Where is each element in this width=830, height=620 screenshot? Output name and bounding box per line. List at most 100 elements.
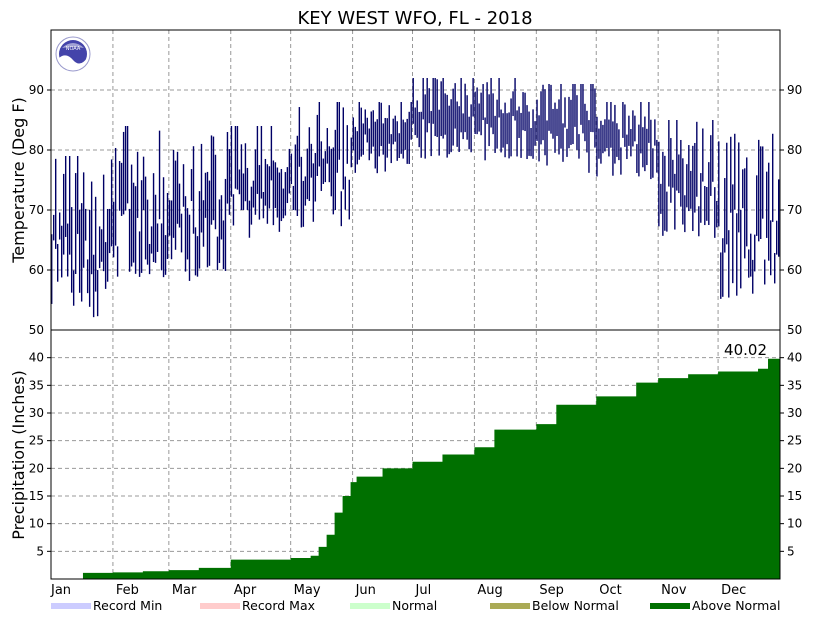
temperature-bar bbox=[596, 116, 598, 177]
temperature-bar bbox=[732, 184, 734, 284]
temperature-bar bbox=[292, 185, 295, 211]
temperature-bar bbox=[684, 195, 686, 233]
temperature-bar bbox=[760, 146, 762, 239]
temp-tick-label-right: 60 bbox=[787, 263, 802, 277]
legend-label: Above Normal bbox=[692, 598, 780, 613]
temperature-bar bbox=[548, 84, 550, 131]
temperature-bar bbox=[610, 102, 612, 148]
temp-tick-label-right: 90 bbox=[787, 83, 802, 97]
axis-ticks: 60 60 70 70 80 80 90 90 50 50 5 5 10 10 15 15 20 20 25 25 30… bbox=[29, 83, 803, 598]
temperature-bar bbox=[452, 88, 454, 146]
temperature-bar bbox=[280, 169, 283, 222]
temperature-bar bbox=[116, 246, 119, 277]
temperature-bar bbox=[290, 153, 293, 185]
temperature-bar bbox=[394, 115, 396, 142]
temperature-bar bbox=[710, 135, 712, 196]
temperature-bar bbox=[370, 111, 372, 154]
temperature-bar bbox=[218, 199, 221, 263]
temperature-bar bbox=[300, 156, 303, 228]
temperature-bar bbox=[180, 213, 183, 253]
temperature-bar bbox=[212, 136, 215, 221]
temperature-bar bbox=[296, 135, 299, 216]
temperature-bar bbox=[84, 208, 87, 241]
temperature-bar bbox=[506, 113, 508, 145]
temperature-bar bbox=[562, 123, 564, 162]
temperature-bar bbox=[76, 156, 79, 234]
temperature-bar bbox=[264, 158, 267, 206]
temperature-bar bbox=[604, 119, 606, 152]
temperature-bar bbox=[692, 145, 694, 232]
month-tick-label: Apr bbox=[234, 583, 257, 598]
temperature-bar bbox=[250, 186, 253, 225]
temperature-bar bbox=[520, 112, 522, 158]
temperature-bar bbox=[242, 173, 245, 210]
legend-swatch bbox=[490, 603, 530, 609]
temperature-bar bbox=[458, 106, 460, 152]
temperature-bar bbox=[686, 164, 688, 208]
temperature-bar bbox=[402, 119, 404, 159]
temperature-bar bbox=[404, 122, 406, 150]
month-tick-label: Sep bbox=[539, 583, 564, 598]
temperature-bar bbox=[600, 120, 602, 164]
temperature-bar bbox=[126, 126, 129, 204]
temperature-bar bbox=[480, 92, 482, 136]
precip-tick-label-left: 5 bbox=[36, 544, 44, 558]
temperature-bar bbox=[672, 159, 674, 188]
temperature-bar bbox=[598, 128, 600, 159]
temperature-bar bbox=[64, 156, 67, 237]
temperature-bar bbox=[510, 98, 512, 157]
temperature-bar bbox=[622, 102, 624, 138]
temperature-bar bbox=[570, 99, 572, 145]
temperature-bar bbox=[424, 94, 426, 159]
temperature-bar bbox=[688, 145, 690, 212]
temperature-bar bbox=[146, 199, 149, 265]
temperature-bar bbox=[528, 111, 530, 156]
temperature-bar bbox=[538, 115, 540, 162]
temperature-bar bbox=[478, 103, 480, 132]
month-tick-label: Dec bbox=[721, 583, 746, 598]
month-tick-label: Jun bbox=[355, 583, 376, 598]
temperature-bar bbox=[226, 132, 229, 204]
precip-tick-label-right: 35 bbox=[787, 378, 802, 392]
temperature-bar bbox=[496, 99, 498, 149]
month-tick-label: Oct bbox=[599, 583, 621, 598]
temperature-bar bbox=[758, 139, 760, 242]
temperature-bar bbox=[266, 164, 269, 224]
temperature-bar bbox=[516, 110, 518, 157]
temperature-bar bbox=[586, 110, 588, 153]
temperature-bar bbox=[172, 149, 175, 238]
precipitation-axis-label: Precipitation (Inches) bbox=[9, 370, 28, 540]
temperature-bar bbox=[178, 183, 181, 228]
temperature-bar bbox=[430, 111, 432, 157]
temperature-bar bbox=[94, 196, 97, 292]
temperature-bar bbox=[738, 142, 740, 233]
temperature-axis-label: Temperature (Deg F) bbox=[9, 97, 28, 264]
temperature-bar bbox=[258, 165, 261, 220]
temperature-bar bbox=[66, 223, 69, 277]
temperature-bar bbox=[626, 134, 628, 160]
temperature-bar bbox=[620, 147, 622, 175]
temperature-bar bbox=[106, 208, 109, 282]
temperature-bar bbox=[502, 113, 504, 148]
temperature-bar bbox=[70, 207, 73, 293]
temperature-bar bbox=[648, 102, 650, 143]
temperature-bar bbox=[278, 172, 281, 232]
month-tick-label: Aug bbox=[477, 583, 502, 598]
temperature-bar bbox=[74, 173, 77, 274]
temperature-bar bbox=[534, 121, 536, 146]
temperature-bar bbox=[640, 102, 642, 154]
precip-tick-label-right: 30 bbox=[787, 406, 802, 420]
temperature-bar bbox=[238, 169, 241, 195]
temperature-bar bbox=[624, 104, 626, 147]
temperature-bar bbox=[364, 109, 366, 135]
temperature-bar bbox=[304, 176, 307, 206]
temperature-bar bbox=[460, 78, 462, 133]
temperature-bar bbox=[704, 186, 706, 226]
legend-swatch bbox=[650, 603, 690, 609]
temperature-bar bbox=[644, 116, 646, 172]
noaa-logo-icon: NOAA bbox=[55, 36, 91, 72]
temp-tick-label-right: 50 bbox=[787, 323, 802, 337]
temperature-bar bbox=[488, 94, 490, 147]
temperature-bar bbox=[88, 209, 91, 307]
precipitation-area bbox=[51, 357, 780, 579]
